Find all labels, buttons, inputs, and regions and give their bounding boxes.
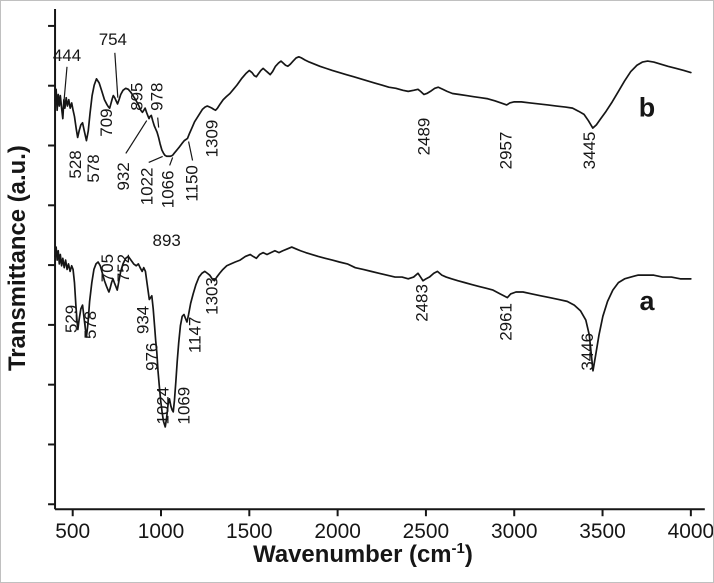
peak-label: 709 xyxy=(97,108,116,136)
spectrum-curve-b xyxy=(54,55,692,158)
peak-label: 444 xyxy=(53,46,81,65)
y-axis-title: Transmittance (a.u.) xyxy=(4,145,31,371)
spectrum-curve-a xyxy=(54,246,692,428)
peak-leader-line xyxy=(169,157,174,166)
peak-label: 895 xyxy=(128,83,147,111)
peak-label: 893 xyxy=(153,231,181,250)
peak-label: 578 xyxy=(81,311,100,339)
peak-label: 3445 xyxy=(580,132,599,170)
peak-label: 2957 xyxy=(496,132,515,170)
peak-label: 932 xyxy=(114,162,133,190)
peak-label: 2489 xyxy=(415,118,434,156)
peak-label: 1309 xyxy=(202,120,221,158)
series-label-b: b xyxy=(639,93,655,123)
peak-label: 2483 xyxy=(413,284,432,322)
peak-label: 1066 xyxy=(159,171,178,209)
peak-leader-line xyxy=(157,117,160,128)
x-tick-label: 1000 xyxy=(138,520,185,543)
peak-label: 1147 xyxy=(186,317,205,353)
x-tick-label: 3000 xyxy=(491,520,538,543)
peak-label: 2961 xyxy=(496,303,515,341)
peak-label: 1022 xyxy=(138,168,157,206)
peak-label: 934 xyxy=(134,306,153,334)
peak-leader-line xyxy=(125,120,148,154)
x-tick-label: 500 xyxy=(55,520,90,543)
peak-leader-line xyxy=(148,155,163,163)
peak-label: 976 xyxy=(143,343,162,371)
peak-label: 1150 xyxy=(183,165,202,201)
peak-label: 3446 xyxy=(578,333,597,371)
peak-label: 705 xyxy=(98,254,117,282)
x-tick-label: 3500 xyxy=(579,520,626,543)
peak-label: 754 xyxy=(99,30,127,49)
x-tick-label: 1500 xyxy=(226,520,273,543)
peak-label: 1024 xyxy=(154,387,173,425)
peak-leader-line xyxy=(114,52,119,98)
peak-leader-line xyxy=(187,141,194,161)
peak-label: 528 xyxy=(66,150,85,178)
x-tick-label: 2500 xyxy=(403,520,450,543)
x-axis-title: Wavenumber (cm-1) xyxy=(253,540,473,568)
peak-label: 578 xyxy=(84,154,103,182)
peak-label: 1303 xyxy=(202,277,221,315)
series-label-a: a xyxy=(640,286,656,316)
peak-label: 752 xyxy=(114,254,133,282)
peak-label: 529 xyxy=(62,305,81,333)
peak-leader-line xyxy=(62,66,68,113)
peak-label: 1069 xyxy=(175,387,194,425)
x-tick-label: 2000 xyxy=(314,520,361,543)
peak-label: 978 xyxy=(148,83,167,111)
x-tick-label: 4000 xyxy=(668,520,713,543)
